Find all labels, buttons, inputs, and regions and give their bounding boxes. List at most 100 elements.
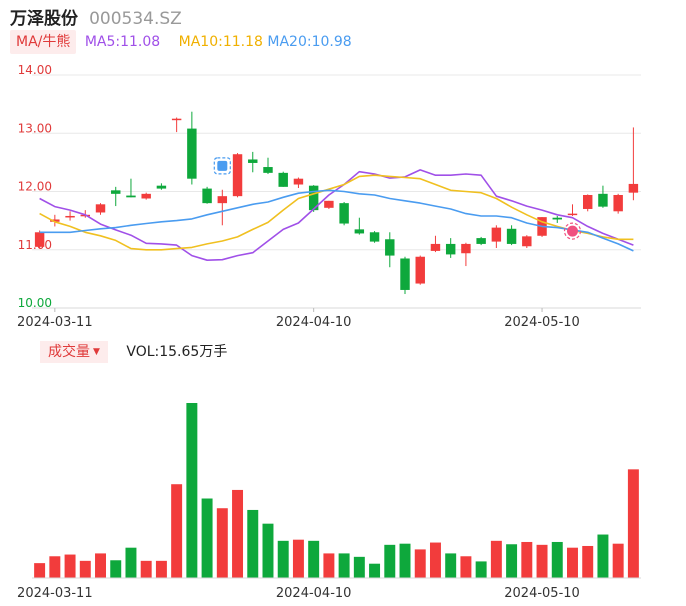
volume-bar[interactable] <box>110 560 122 578</box>
candle[interactable] <box>582 194 593 212</box>
kline-grid <box>32 74 641 309</box>
candle[interactable] <box>187 111 197 185</box>
volume-bar[interactable] <box>186 403 198 578</box>
candle[interactable] <box>445 238 456 258</box>
volume-bar[interactable] <box>475 561 487 578</box>
volume-bar[interactable] <box>536 544 548 578</box>
volume-bar[interactable] <box>582 545 594 578</box>
volume-bar[interactable] <box>125 547 137 578</box>
kline-ma-lines <box>39 169 634 262</box>
candle[interactable] <box>263 157 273 175</box>
candle[interactable] <box>369 231 380 243</box>
volume-bar[interactable] <box>292 539 304 578</box>
volume-bar[interactable] <box>445 553 457 578</box>
x-tick-label: 2024-03-11 <box>17 315 93 330</box>
volume-bar[interactable] <box>384 544 396 578</box>
candle-body <box>111 190 121 194</box>
candle[interactable] <box>232 153 243 198</box>
candle[interactable] <box>628 127 639 201</box>
volume-bar[interactable] <box>247 509 259 578</box>
candle[interactable] <box>278 171 288 187</box>
kline-candles[interactable] <box>34 111 639 295</box>
candle[interactable] <box>339 201 349 226</box>
candle-body <box>445 243 456 255</box>
volume-bar[interactable] <box>95 553 106 578</box>
volume-bar[interactable] <box>79 560 91 578</box>
candle[interactable] <box>156 183 167 190</box>
candle[interactable] <box>248 151 258 173</box>
candle[interactable] <box>430 235 441 253</box>
volume-bar[interactable] <box>627 469 639 578</box>
candle[interactable] <box>111 186 121 207</box>
volume-bar[interactable] <box>262 523 274 578</box>
candle-body <box>65 215 75 218</box>
volume-value: VOL:15.65万手 <box>126 344 228 360</box>
candle[interactable] <box>171 117 182 133</box>
volume-bar[interactable] <box>597 534 609 578</box>
candle-body <box>613 194 623 212</box>
volume-bar[interactable] <box>49 556 61 578</box>
volume-bar[interactable] <box>353 556 365 578</box>
volume-bar[interactable] <box>171 484 183 578</box>
volume-bar[interactable] <box>277 540 289 578</box>
ma-toggle-button[interactable]: MA/牛熊 <box>10 30 77 54</box>
candle[interactable] <box>126 178 136 198</box>
candle[interactable] <box>65 211 75 221</box>
candle[interactable] <box>385 232 395 268</box>
candle-body <box>187 128 197 179</box>
candle-body <box>385 239 395 256</box>
candle[interactable] <box>506 225 517 246</box>
volume-bar[interactable] <box>567 547 578 578</box>
candle[interactable] <box>567 204 578 216</box>
volume-bar[interactable] <box>490 540 502 578</box>
candle[interactable] <box>95 203 106 215</box>
candle-body <box>50 219 60 222</box>
volume-bar[interactable] <box>155 560 167 578</box>
volume-bar[interactable] <box>551 541 563 578</box>
volume-bar[interactable] <box>506 544 518 578</box>
volume-bar[interactable] <box>338 553 350 578</box>
candle[interactable] <box>217 189 228 226</box>
candle[interactable] <box>598 185 608 208</box>
candle[interactable] <box>202 186 212 204</box>
candle-body <box>582 194 593 209</box>
volume-bar[interactable] <box>201 498 213 578</box>
kline-x-axis: 2024-03-11 2024-04-10 2024-05-10 <box>17 308 580 330</box>
candle-body <box>232 154 243 197</box>
volume-indicator-dropdown[interactable]: 成交量 ▼ <box>40 341 108 363</box>
volume-bar[interactable] <box>308 540 320 578</box>
candle[interactable] <box>308 185 319 212</box>
volume-bar[interactable] <box>140 560 152 578</box>
candle[interactable] <box>354 217 365 235</box>
volume-bar[interactable] <box>323 553 335 578</box>
candle[interactable] <box>324 200 334 209</box>
volume-bar[interactable] <box>414 549 426 578</box>
candle[interactable] <box>552 215 562 223</box>
candle[interactable] <box>141 192 151 200</box>
volume-bar[interactable] <box>521 541 533 578</box>
volume-bar[interactable] <box>460 556 472 578</box>
volume-bar[interactable] <box>34 563 46 578</box>
volume-bar[interactable] <box>399 543 411 578</box>
ma5-label: MA5:11.08 <box>84 34 161 50</box>
candle[interactable] <box>34 230 45 249</box>
candle[interactable] <box>491 225 502 249</box>
volume-bars[interactable] <box>34 403 639 578</box>
candle-body <box>552 217 562 220</box>
volume-x-axis: 2024-03-11 2024-04-10 2024-05-10 <box>17 577 641 601</box>
candle[interactable] <box>50 214 60 227</box>
volume-bar[interactable] <box>216 508 228 578</box>
volume-bar[interactable] <box>64 554 76 578</box>
candle[interactable] <box>522 235 532 249</box>
candle[interactable] <box>293 177 304 189</box>
volume-bar[interactable] <box>232 489 244 578</box>
candle[interactable] <box>415 255 425 285</box>
candle[interactable] <box>476 236 486 246</box>
candle-body <box>202 188 212 204</box>
volume-bar[interactable] <box>612 543 624 578</box>
candle[interactable] <box>400 256 410 295</box>
volume-bar[interactable] <box>429 542 441 578</box>
volume-bar[interactable] <box>369 563 381 578</box>
candle[interactable] <box>613 193 623 214</box>
candle[interactable] <box>461 242 471 267</box>
